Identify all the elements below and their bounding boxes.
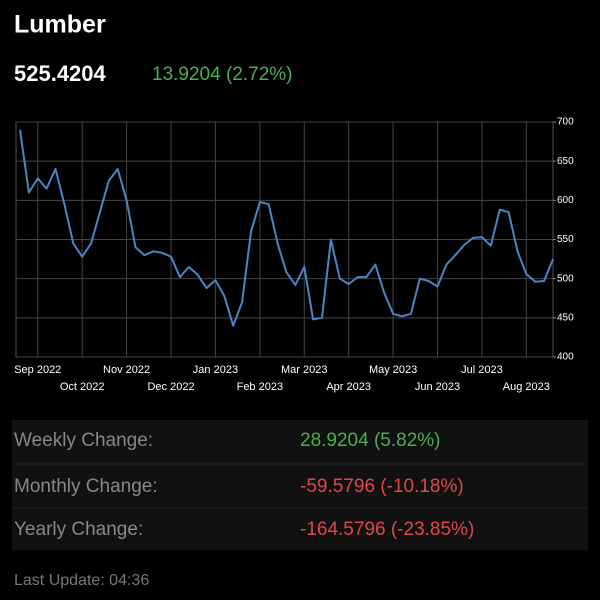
- x-tick-label: Oct 2022: [60, 381, 105, 393]
- x-tick-label: Apr 2023: [326, 381, 371, 393]
- x-tick-label: Feb 2023: [237, 381, 283, 393]
- stat-value: -59.5796 (-10.18%): [300, 476, 464, 497]
- x-tick-label: May 2023: [369, 364, 417, 376]
- stat-value: -164.5796 (-23.85%): [300, 519, 474, 540]
- price: 525.4204: [14, 61, 107, 86]
- x-tick-label: Jul 2023: [461, 364, 503, 376]
- y-tick-label: 450: [557, 312, 574, 323]
- stat-label: Yearly Change:: [14, 519, 143, 540]
- stats-panel: [12, 420, 588, 550]
- y-tick-label: 550: [557, 234, 574, 245]
- x-tick-label: Jun 2023: [415, 381, 460, 393]
- x-tick-label: Jan 2023: [193, 364, 238, 376]
- stat-label: Monthly Change:: [14, 476, 158, 497]
- y-tick-label: 500: [557, 273, 574, 284]
- y-tick-label: 400: [557, 352, 574, 363]
- stat-label: Weekly Change:: [14, 430, 153, 451]
- x-tick-label: Mar 2023: [281, 364, 327, 376]
- price-change: 13.9204 (2.72%): [152, 64, 293, 85]
- title: Lumber: [14, 11, 106, 39]
- y-tick-label: 600: [557, 195, 574, 206]
- x-tick-label: Aug 2023: [503, 381, 550, 393]
- x-tick-label: Nov 2022: [103, 364, 150, 376]
- last-update: Last Update: 04:36: [14, 572, 149, 589]
- x-tick-label: Sep 2022: [14, 364, 61, 376]
- y-tick-label: 650: [557, 156, 574, 167]
- y-tick-label: 700: [557, 117, 574, 128]
- stat-value: 28.9204 (5.82%): [300, 430, 441, 451]
- price-line: [19, 129, 554, 327]
- x-tick-label: Dec 2022: [147, 381, 194, 393]
